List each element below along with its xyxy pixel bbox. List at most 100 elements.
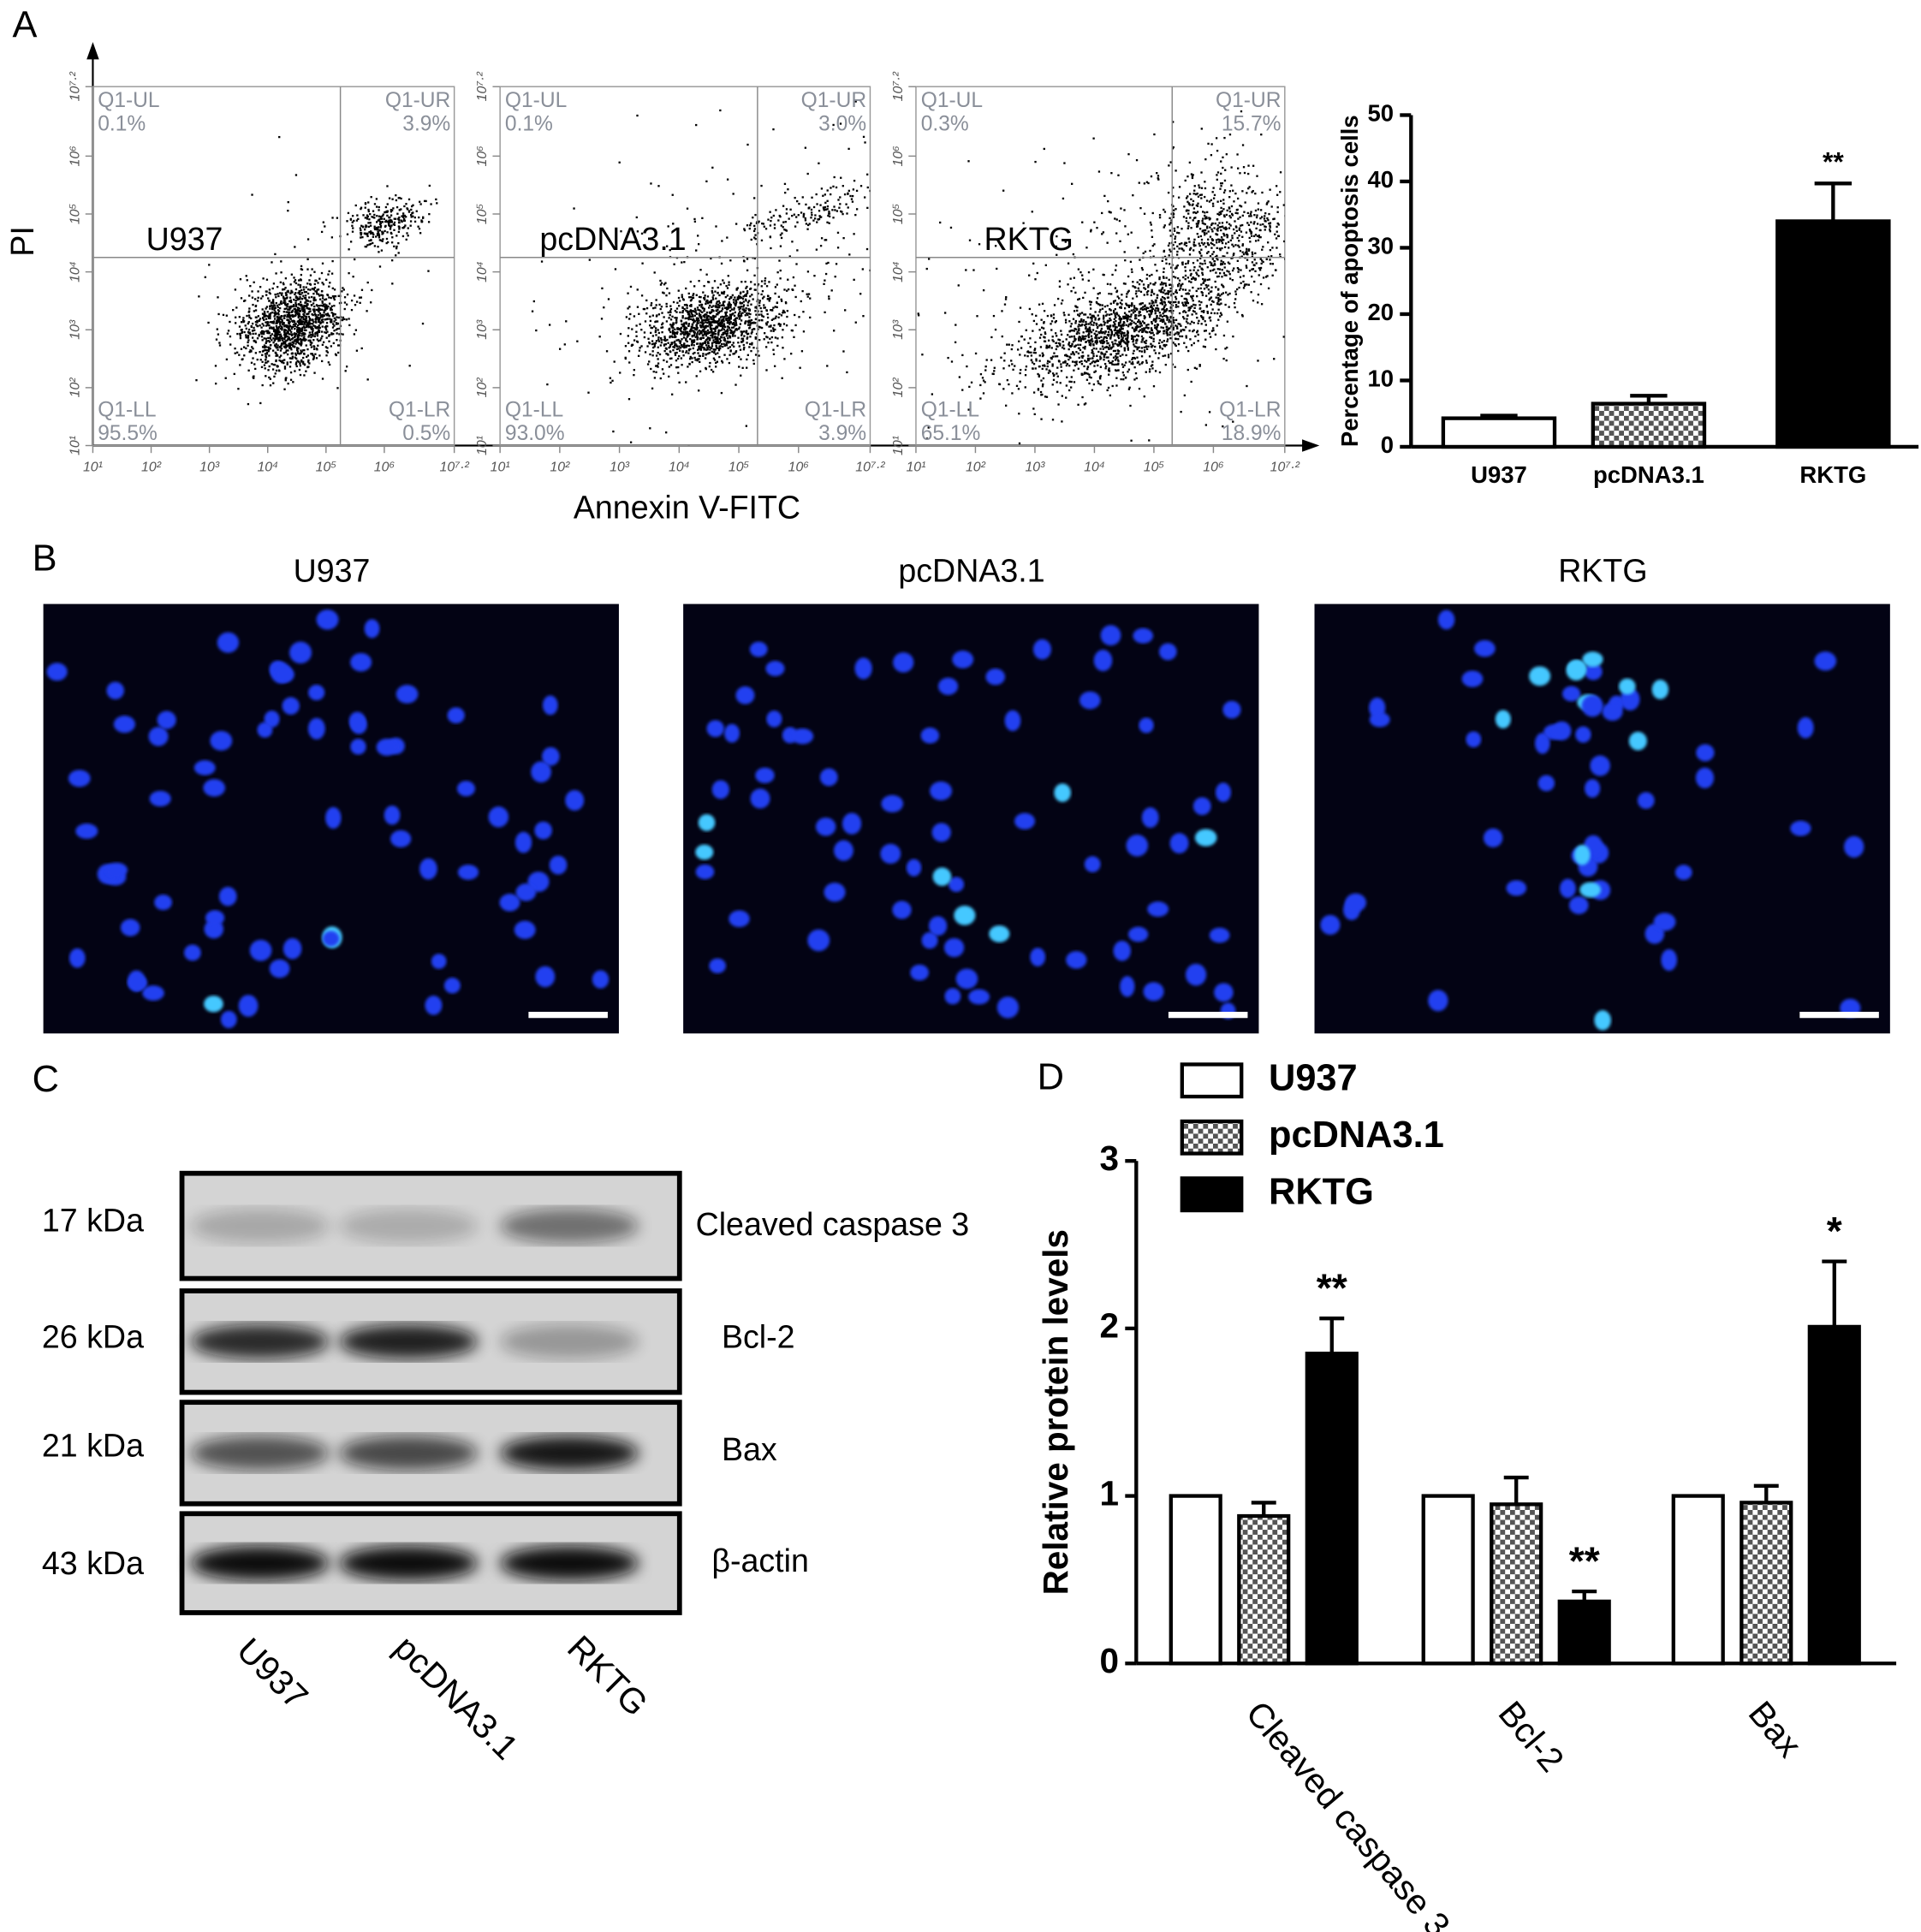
event-dot — [229, 343, 232, 346]
event-dot — [269, 292, 271, 295]
event-dot — [681, 315, 684, 318]
event-dot — [1032, 351, 1035, 354]
event-dot — [674, 344, 676, 347]
event-dot — [1249, 241, 1252, 243]
event-dot — [1133, 335, 1136, 338]
event-dot — [1051, 339, 1054, 342]
event-dot — [300, 278, 302, 281]
event-dot — [801, 289, 804, 293]
event-dot — [1133, 357, 1137, 360]
event-dot — [636, 230, 639, 233]
event-dot — [836, 210, 839, 212]
event-dot — [754, 213, 757, 217]
event-dot — [729, 329, 732, 331]
event-dot — [321, 325, 324, 328]
event-dot — [1163, 267, 1165, 270]
event-dot — [1109, 324, 1112, 327]
event-dot — [715, 366, 717, 368]
event-dot — [287, 311, 289, 313]
event-dot — [1113, 312, 1115, 314]
event-dot — [275, 342, 277, 346]
event-dot — [802, 216, 805, 218]
event-dot — [372, 241, 374, 245]
event-dot — [1079, 360, 1081, 364]
event-dot — [1110, 312, 1113, 316]
event-dot — [313, 335, 316, 338]
event-dot — [1156, 316, 1158, 319]
event-dot — [1140, 335, 1144, 338]
event-dot — [335, 354, 337, 357]
event-dot — [717, 352, 719, 354]
event-dot — [276, 332, 278, 335]
event-dot — [669, 311, 672, 314]
event-dot — [705, 330, 707, 333]
event-dot — [710, 347, 713, 349]
event-dot — [390, 241, 394, 244]
event-dot — [744, 309, 747, 312]
event-dot — [1074, 360, 1076, 364]
event-dot — [1194, 335, 1197, 338]
event-dot — [830, 187, 832, 189]
event-dot — [282, 323, 285, 325]
event-dot — [1024, 374, 1027, 377]
event-dot — [256, 319, 259, 322]
event-dot — [655, 354, 658, 357]
event-dot — [643, 307, 646, 311]
event-dot — [375, 226, 378, 229]
event-dot — [267, 350, 270, 353]
event-dot — [793, 336, 795, 339]
event-dot — [265, 361, 268, 364]
event-dot — [357, 217, 360, 221]
event-dot — [254, 340, 257, 342]
event-dot — [1163, 255, 1167, 259]
event-dot — [700, 345, 703, 348]
event-dot — [296, 341, 299, 344]
event-dot — [337, 294, 340, 297]
event-dot — [659, 279, 662, 282]
event-dot — [691, 340, 693, 342]
event-dot — [299, 362, 301, 365]
event-dot — [674, 354, 677, 356]
event-dot — [282, 342, 285, 345]
event-dot — [1121, 299, 1123, 301]
event-dot — [1175, 324, 1177, 327]
event-dot — [781, 377, 783, 379]
event-dot — [1051, 355, 1055, 358]
event-dot — [378, 265, 382, 268]
event-dot — [252, 332, 254, 336]
event-dot — [347, 211, 350, 215]
event-dot — [367, 201, 370, 204]
event-dot — [1166, 338, 1169, 341]
event-dot — [1206, 312, 1209, 314]
event-dot — [1238, 227, 1241, 229]
event-dot — [1188, 330, 1191, 332]
event-dot — [732, 332, 735, 335]
event-dot — [1015, 384, 1019, 388]
event-dot — [1204, 320, 1206, 323]
event-dot — [704, 313, 707, 316]
event-dot — [1206, 310, 1209, 313]
event-dot — [1035, 360, 1038, 362]
event-dot — [672, 322, 675, 324]
event-dot — [271, 305, 274, 307]
event-dot — [278, 330, 281, 334]
event-dot — [1101, 342, 1104, 345]
event-dot — [839, 196, 842, 199]
event-dot — [866, 206, 869, 210]
event-dot — [740, 358, 742, 360]
event-dot — [304, 319, 306, 322]
event-dot — [776, 301, 779, 304]
event-dot — [669, 350, 672, 354]
event-dot — [1247, 187, 1250, 190]
event-dot — [300, 292, 304, 294]
event-dot — [705, 180, 708, 183]
event-dot — [696, 320, 699, 324]
event-dot — [747, 321, 750, 324]
event-dot — [774, 336, 777, 339]
event-dot — [726, 307, 729, 311]
event-dot — [294, 295, 298, 298]
event-dot — [730, 330, 734, 334]
event-dot — [348, 248, 350, 251]
event-dot — [286, 353, 289, 356]
event-dot — [1075, 328, 1078, 330]
